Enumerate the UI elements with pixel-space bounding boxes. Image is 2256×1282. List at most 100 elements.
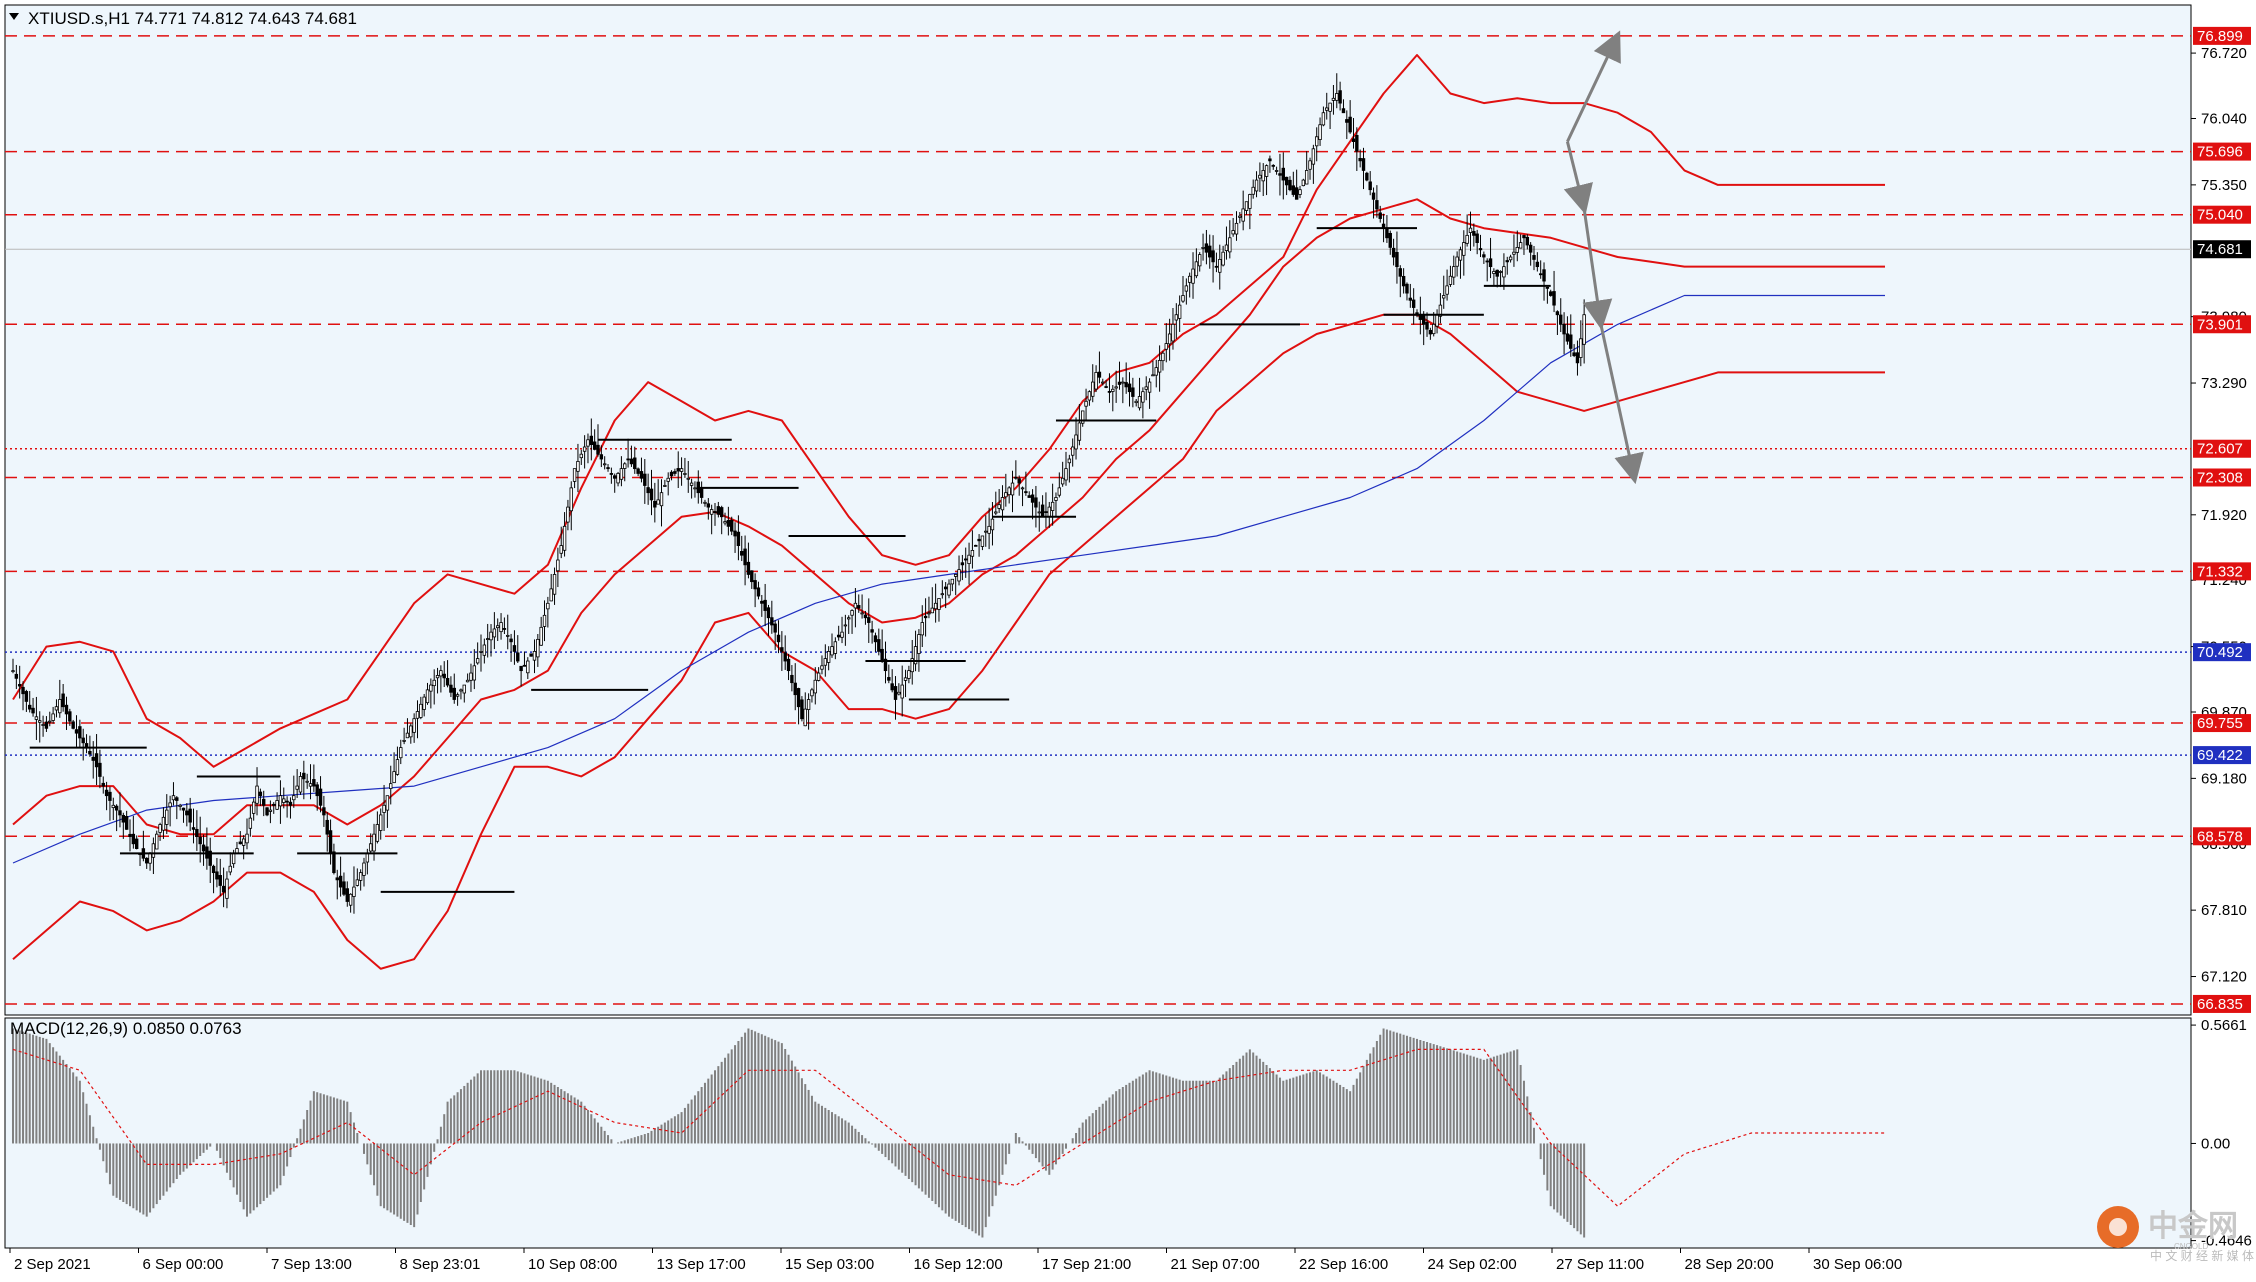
candle-body xyxy=(1157,360,1162,373)
candle-body xyxy=(549,588,553,602)
watermark-brand: 中金网 xyxy=(2148,1209,2238,1243)
candle-body xyxy=(1549,291,1553,296)
candle-body xyxy=(1455,256,1459,267)
candle-body xyxy=(1445,285,1449,295)
candle-body xyxy=(34,716,39,720)
candle-body xyxy=(830,646,834,656)
candle-body xyxy=(656,499,660,505)
candle-body xyxy=(295,785,299,790)
candle-body xyxy=(71,721,75,729)
candle-body xyxy=(1351,138,1356,142)
candle-body xyxy=(1278,173,1282,176)
candle-body xyxy=(666,477,670,482)
candle-body xyxy=(445,678,450,686)
candle-body xyxy=(893,686,898,700)
price-level-tag xyxy=(2193,643,2251,662)
candle-body xyxy=(920,622,924,636)
symbol-dropdown-icon[interactable] xyxy=(9,13,19,20)
candle-body xyxy=(990,518,995,531)
candle-body xyxy=(709,509,714,515)
candle-body xyxy=(1264,165,1269,177)
candle-body xyxy=(706,503,711,508)
candle-body xyxy=(1127,383,1132,393)
candle-body xyxy=(676,468,680,472)
x-tick-label: 17 Sep 21:00 xyxy=(1042,1256,1131,1273)
candle-body xyxy=(1331,97,1336,101)
x-tick-label: 16 Sep 12:00 xyxy=(914,1256,1003,1273)
candle-body xyxy=(1532,255,1536,260)
candle-body xyxy=(158,824,162,833)
candle-body xyxy=(1137,396,1142,409)
candle-body xyxy=(198,836,202,845)
candle-body xyxy=(405,732,410,739)
candle-body xyxy=(1228,237,1232,253)
candle-body xyxy=(743,548,747,566)
candle-body xyxy=(1391,247,1396,258)
candle-body xyxy=(933,602,938,610)
watermark-logo: 中金网 中 文 财 经 新 媒 体 CNGOLD xyxy=(2097,1206,2254,1263)
candle-body xyxy=(582,446,587,452)
candle-body xyxy=(980,535,985,547)
candle-body xyxy=(439,670,443,677)
candle-body xyxy=(756,587,761,597)
candle-body xyxy=(1060,477,1065,485)
candle-body xyxy=(1171,323,1175,342)
candle-body xyxy=(1555,311,1560,316)
x-tick-label: 28 Sep 20:00 xyxy=(1685,1256,1774,1273)
candle-body xyxy=(1000,497,1005,511)
candle-body xyxy=(455,694,460,697)
candle-body xyxy=(947,583,951,596)
candle-body xyxy=(1388,232,1392,248)
candle-body xyxy=(1361,158,1366,171)
watermark-sub: 中 文 财 经 新 媒 体 xyxy=(2150,1248,2254,1263)
candle-body xyxy=(379,814,383,831)
candle-body xyxy=(442,673,446,679)
candle-body xyxy=(1164,343,1168,350)
candle-body xyxy=(1274,170,1279,172)
y-tick-label: 71.920 xyxy=(2201,507,2247,524)
candle-body xyxy=(1492,271,1496,274)
candle-body xyxy=(760,600,764,604)
candle-body xyxy=(104,789,109,797)
candle-body xyxy=(649,488,654,501)
candle-body xyxy=(245,833,249,844)
candle-body xyxy=(853,602,858,609)
candle-body xyxy=(1131,387,1135,397)
candle-body xyxy=(375,824,380,842)
candle-body xyxy=(1244,201,1249,211)
price-level-tag xyxy=(2193,468,2251,487)
x-tick-label: 2 Sep 2021 xyxy=(14,1256,91,1273)
candle-body xyxy=(562,525,567,551)
candle-body xyxy=(1067,458,1072,464)
candle-body xyxy=(1308,160,1312,170)
candle-body xyxy=(1054,497,1058,501)
candle-body xyxy=(1010,482,1015,496)
candle-body xyxy=(542,614,547,627)
candle-body xyxy=(44,721,49,729)
candle-body xyxy=(816,672,821,681)
candle-body xyxy=(810,689,814,697)
candle-body xyxy=(633,457,637,470)
x-tick-label: 10 Sep 08:00 xyxy=(528,1256,617,1273)
candle-body xyxy=(930,607,934,614)
macd-plot-area[interactable] xyxy=(4,1017,2192,1249)
candle-body xyxy=(328,830,333,854)
candle-body xyxy=(1421,315,1426,325)
candle-body xyxy=(1335,93,1339,101)
candle-body xyxy=(255,785,259,804)
candle-body xyxy=(559,545,563,554)
candle-body xyxy=(1341,108,1346,114)
candle-body xyxy=(569,487,573,512)
candle-body xyxy=(813,679,817,694)
candle-body xyxy=(382,804,386,813)
candle-body xyxy=(422,696,426,710)
candle-body xyxy=(499,622,503,633)
candle-body xyxy=(516,652,520,662)
candle-body xyxy=(1037,511,1041,514)
candle-body xyxy=(165,809,169,825)
candle-body xyxy=(753,580,757,590)
candle-body xyxy=(970,550,975,557)
candle-body xyxy=(111,804,115,809)
price-level-tag xyxy=(2193,714,2251,733)
